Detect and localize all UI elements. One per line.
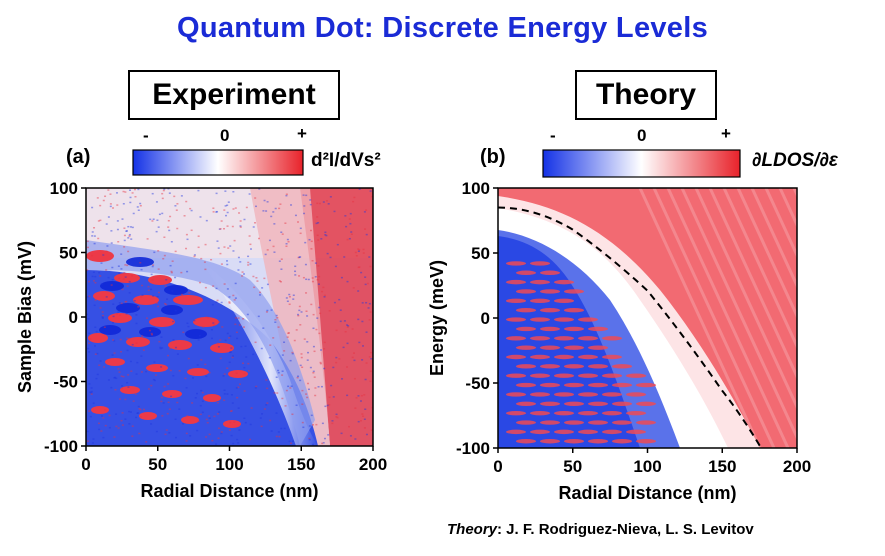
xtick-label-a-150: 150: [287, 455, 315, 474]
heatmap-b: [498, 188, 797, 448]
figure-title: Quantum Dot: Discrete Energy Levels: [176, 12, 709, 44]
xtick-label-b-50: 50: [563, 457, 582, 476]
ytick-label-a--100: -100: [44, 437, 78, 456]
colorbar-b-min-label: -: [550, 126, 556, 145]
ytick-label-b--50: -50: [465, 374, 490, 393]
ylabel-b: Energy (meV): [427, 260, 447, 376]
ytick-label-a-0: 0: [69, 308, 78, 327]
colorbar-a-max-label: +: [297, 124, 307, 143]
ytick-label-b--100: -100: [456, 439, 490, 458]
credit-names: : J. F. Rodriguez-Nieva, L. S. Levitov: [497, 521, 754, 538]
colorbar-a-quantity: d²I/dVs²: [311, 150, 381, 171]
colorbar-b-max-label: +: [721, 124, 731, 143]
xtick-label-a-100: 100: [215, 455, 243, 474]
experiment-label-box: Experiment: [128, 70, 340, 120]
xtick-label-b-100: 100: [633, 457, 661, 476]
colorbar-a: [132, 149, 304, 176]
ytick-label-b-50: 50: [471, 244, 490, 263]
colorbar-b-quantity: ∂LDOS/∂ε: [752, 150, 838, 171]
xtick-label-b-150: 150: [708, 457, 736, 476]
xtick-label-a-0: 0: [81, 455, 90, 474]
colorbar-a-zero-label: 0: [220, 126, 230, 145]
colorbar-b-zero-label: 0: [637, 126, 647, 145]
ytick-label-a-100: 100: [50, 179, 78, 198]
ytick-label-b-0: 0: [481, 309, 490, 328]
ytick-label-b-100: 100: [462, 179, 490, 198]
xtick-label-a-200: 200: [359, 455, 387, 474]
credit-prefix: Theory: [447, 521, 498, 538]
experiment-label: Experiment: [152, 78, 316, 111]
xlabel-a: Radial Distance (nm): [140, 481, 318, 501]
xtick-label-b-0: 0: [493, 457, 502, 476]
ylabel-a: Sample Bias (mV): [15, 241, 35, 393]
panel-b-tag: (b): [480, 146, 506, 168]
credit-line: Theory: J. F. Rodriguez-Nieva, L. S. Lev…: [447, 521, 754, 538]
xtick-label-a-50: 50: [148, 455, 167, 474]
ytick-label-a--50: -50: [53, 373, 78, 392]
heatmap-a: [86, 188, 373, 446]
colorbar-a-min-label: -: [143, 126, 149, 145]
theory-label: Theory: [595, 78, 697, 111]
panel-a-tag: (a): [66, 146, 91, 168]
xtick-label-b-200: 200: [783, 457, 811, 476]
colorbar-b: [542, 149, 741, 178]
xlabel-b: Radial Distance (nm): [558, 483, 736, 503]
ytick-label-a-50: 50: [59, 244, 78, 263]
theory-label-box: Theory: [575, 70, 717, 120]
